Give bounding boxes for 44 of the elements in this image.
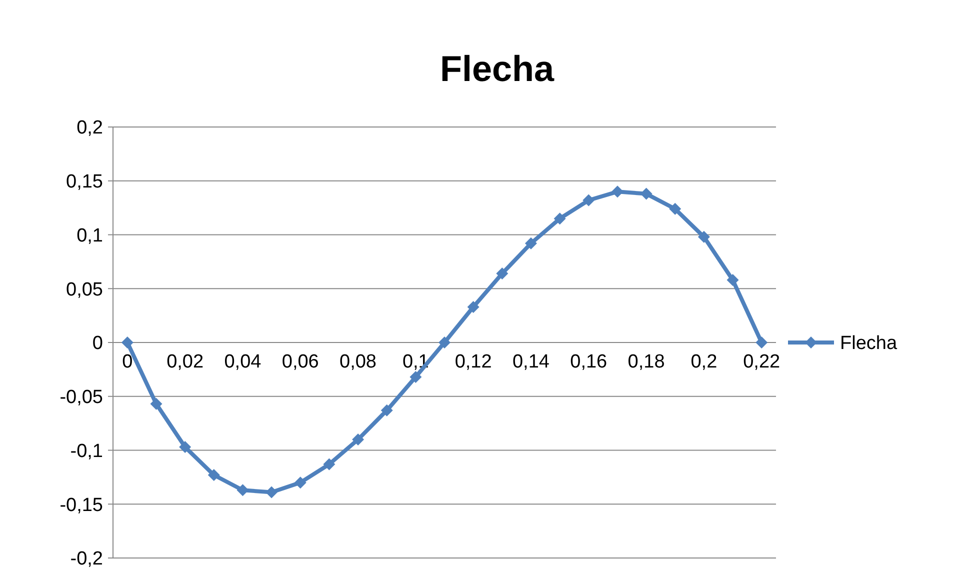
point (756, 336, 768, 348)
y-tick-label: 0 (92, 333, 103, 354)
point (179, 441, 192, 454)
x-tick-label: 0,06 (282, 352, 319, 372)
point (266, 486, 278, 498)
point (352, 433, 364, 446)
x-tick-label: 0,02 (166, 352, 204, 372)
x-tick-label: 0,16 (570, 352, 608, 372)
point (150, 398, 162, 410)
x-tick-label: 0 (122, 352, 133, 372)
point (496, 268, 508, 280)
legend-label: Flecha (840, 333, 898, 354)
point (524, 237, 537, 250)
point (438, 336, 450, 348)
y-tick-label: -0,1 (70, 440, 103, 462)
x-tick-label: 0,18 (628, 352, 665, 372)
x-tick-label: 0,22 (743, 352, 780, 372)
point (669, 202, 682, 215)
x-tick-label: 0,14 (512, 352, 550, 372)
y-tick-label: -0,15 (60, 494, 103, 516)
x-tick-label: 0,08 (340, 352, 377, 372)
y-tick-label: 0,05 (66, 279, 103, 300)
point (554, 212, 566, 225)
x-tick-label: 0,2 (690, 352, 718, 372)
point (640, 188, 652, 200)
point (611, 186, 624, 198)
y-tick-label: 0,2 (76, 118, 103, 139)
point (726, 274, 739, 286)
point (380, 404, 393, 416)
point (582, 194, 595, 206)
point (698, 230, 710, 243)
x-tick-label: 0,12 (454, 352, 492, 372)
y-tick-label: 0,1 (76, 225, 103, 246)
y-tick-label: -0,05 (60, 387, 103, 408)
point (323, 458, 336, 470)
point (208, 469, 220, 482)
point (410, 370, 422, 383)
point (467, 300, 480, 313)
point (121, 336, 134, 348)
y-tick-label: 0,15 (66, 172, 103, 193)
point (294, 476, 306, 489)
x-tick-label: 0,04 (224, 352, 262, 372)
y-tick-label: -0,2 (70, 548, 103, 570)
chart-title: Flecha (440, 48, 555, 89)
